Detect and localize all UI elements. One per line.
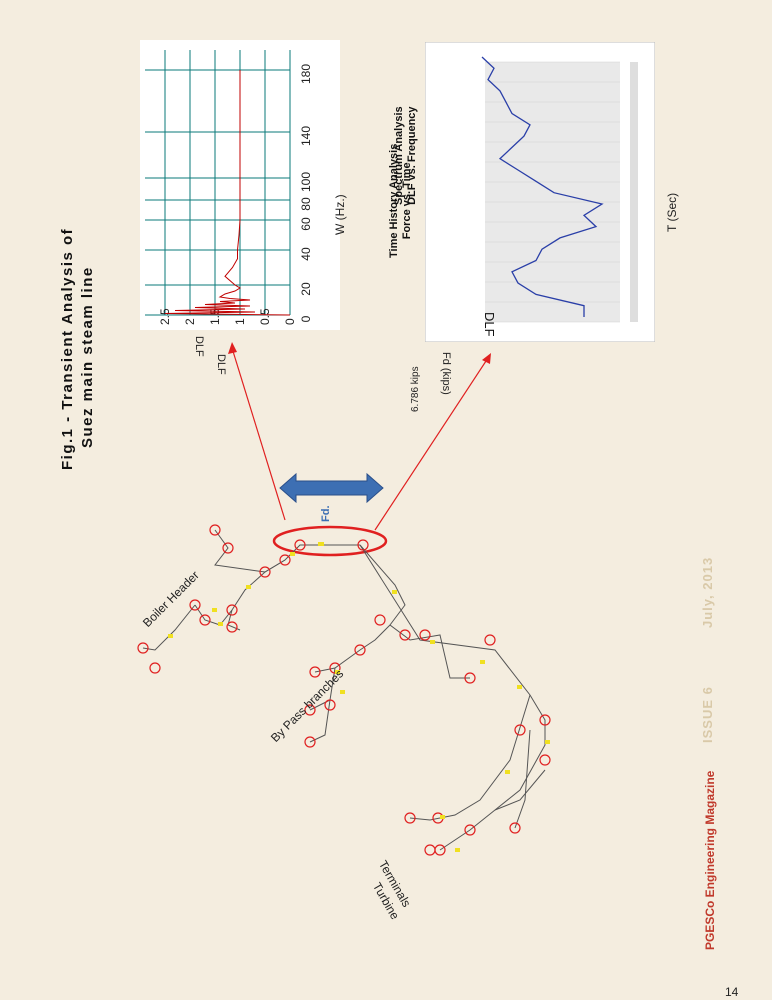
arrow-to-spectrum-line bbox=[231, 347, 286, 521]
arrow-to-spectrum-head bbox=[228, 342, 237, 354]
footer-date: July, 2013 bbox=[700, 556, 715, 628]
force-direction-double-arrow bbox=[279, 472, 384, 504]
time-history-grid bbox=[485, 61, 620, 323]
highlight-ellipse bbox=[272, 525, 388, 557]
spectrum-x-tick-label: 20 bbox=[299, 282, 313, 296]
time-history-chart bbox=[425, 42, 655, 342]
page-number: 14 bbox=[725, 985, 739, 999]
arrow-to-time-history-line bbox=[374, 357, 489, 531]
spectrum-y-tick-label: 1 bbox=[233, 318, 247, 325]
fd-label: Fd. bbox=[320, 505, 332, 523]
time-history-scrollbar[interactable] bbox=[630, 62, 638, 322]
spectrum-x-tick-label: 80 bbox=[299, 197, 313, 211]
spectrum-x-tick-label: 40 bbox=[299, 247, 313, 261]
node-markers bbox=[168, 542, 550, 852]
force-value-label: 6.786 kips bbox=[410, 366, 421, 412]
time-history-series-line bbox=[481, 56, 604, 317]
spectrum-y-tick-label: 2 bbox=[183, 318, 197, 325]
spectrum-x-tick-label: 60 bbox=[299, 217, 313, 231]
spectrum-y-tick-label: 0 bbox=[283, 318, 297, 325]
spectrum-y-tick-label: 0.5 bbox=[258, 308, 272, 325]
footer-magazine-name: PGESCo Engineering Magazine bbox=[703, 770, 717, 950]
spectrum-x-tick-label: 0 bbox=[299, 315, 313, 322]
pipe-supports bbox=[137, 524, 551, 856]
spectrum-x-tick-label: 100 bbox=[299, 172, 313, 192]
spectrum-series-line bbox=[164, 70, 291, 316]
spectrum-x-tick-label: 180 bbox=[299, 64, 313, 84]
arrow-to-time-history-head bbox=[482, 353, 491, 364]
dlf-arrow-label: DLF bbox=[193, 336, 205, 357]
spectrum-y-tick-label: 2.5 bbox=[158, 308, 172, 325]
footer-issue: ISSUE 6 bbox=[700, 686, 715, 743]
spectrum-x-tick-label: 140 bbox=[299, 126, 313, 146]
